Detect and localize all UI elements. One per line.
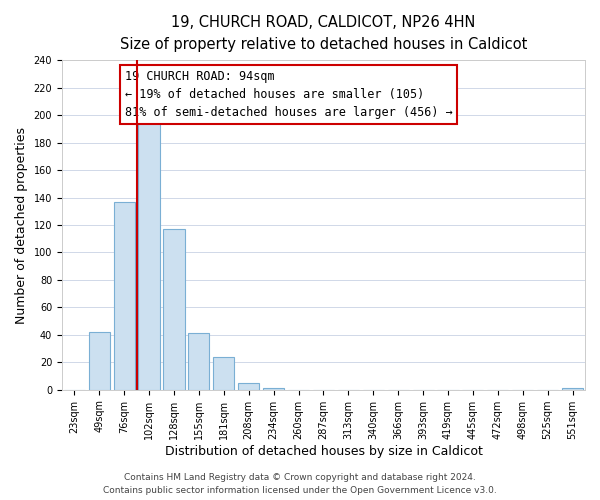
Text: 19 CHURCH ROAD: 94sqm
← 19% of detached houses are smaller (105)
81% of semi-det: 19 CHURCH ROAD: 94sqm ← 19% of detached … [125, 70, 452, 119]
Bar [139, 114, 160, 390]
Bar [188, 334, 209, 390]
Bar [163, 229, 185, 390]
Bar [213, 357, 235, 390]
Text: Contains HM Land Registry data © Crown copyright and database right 2024.
Contai: Contains HM Land Registry data © Crown c… [103, 474, 497, 495]
Bar [113, 202, 135, 390]
Bar [562, 388, 583, 390]
X-axis label: Distribution of detached houses by size in Caldicot: Distribution of detached houses by size … [164, 444, 482, 458]
Bar [89, 332, 110, 390]
Bar [238, 383, 259, 390]
Bar [263, 388, 284, 390]
Title: 19, CHURCH ROAD, CALDICOT, NP26 4HN
Size of property relative to detached houses: 19, CHURCH ROAD, CALDICOT, NP26 4HN Size… [120, 15, 527, 52]
Y-axis label: Number of detached properties: Number of detached properties [15, 126, 28, 324]
